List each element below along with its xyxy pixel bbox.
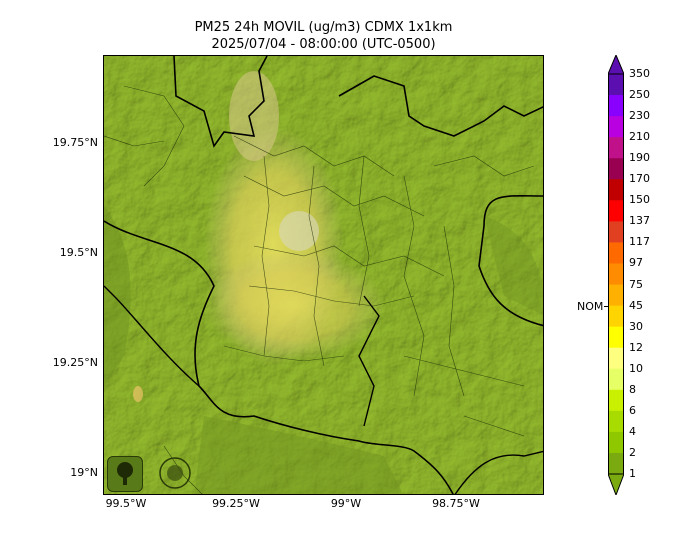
colorbar-tick-label: 8 bbox=[629, 382, 636, 396]
colorbar-tick-label: 2 bbox=[629, 445, 636, 459]
colorbar-segment bbox=[608, 242, 624, 264]
colorbar-segment bbox=[608, 221, 624, 243]
lon-tick-label: 98.75°W bbox=[432, 497, 480, 510]
colorbar-segment bbox=[608, 431, 624, 454]
tree-icon bbox=[117, 462, 133, 485]
colorbar-tick-label: 210 bbox=[629, 130, 650, 144]
colorbar-tick-label: 350 bbox=[629, 67, 650, 80]
lon-tick-label: 99.5°W bbox=[105, 497, 147, 510]
lat-tick-label: 19.25°N bbox=[52, 356, 98, 369]
colorbar-tick-label: 45 bbox=[629, 298, 643, 312]
lon-tick-label: 99.25°W bbox=[212, 497, 260, 510]
colorbar-tick-label: 230 bbox=[629, 109, 650, 123]
colorbar-segment bbox=[608, 389, 624, 412]
colorbar-segment bbox=[608, 137, 624, 159]
colorbar-tick-label: 117 bbox=[629, 235, 650, 249]
colorbar-segment bbox=[608, 179, 624, 201]
map-canvas bbox=[104, 56, 543, 494]
colorbar-tick-label: 4 bbox=[629, 424, 636, 438]
colorbar-tick-label: 12 bbox=[629, 340, 643, 354]
nom-reference-tick bbox=[604, 306, 609, 307]
colorbar-segment bbox=[608, 347, 624, 370]
colorbar-tick-label: 1 bbox=[629, 467, 636, 480]
seal-icon bbox=[159, 457, 191, 489]
map-subtitle: 2025/07/04 - 08:00:00 (UTC-0500) bbox=[211, 37, 436, 52]
colorbar-segment bbox=[608, 368, 624, 391]
municipal-boundaries bbox=[104, 85, 535, 494]
government-seal-logo bbox=[157, 456, 193, 490]
lat-tick-label: 19°N bbox=[70, 466, 98, 479]
colorbar-tick-label: 190 bbox=[629, 151, 650, 165]
colorbar-segment bbox=[608, 305, 624, 328]
colorbar-tick-label: 150 bbox=[629, 193, 650, 207]
colorbar-tick-label: 6 bbox=[629, 403, 636, 417]
colorbar-segment bbox=[608, 452, 624, 475]
colorbar-extend-top bbox=[608, 55, 624, 75]
sedema-logo bbox=[107, 456, 143, 492]
state-boundaries bbox=[104, 56, 543, 494]
colorbar bbox=[608, 55, 624, 495]
colorbar-segment bbox=[608, 200, 624, 222]
colorbar-segment bbox=[608, 284, 624, 307]
colorbar-tick-label: 250 bbox=[629, 88, 650, 102]
lat-tick-label: 19.75°N bbox=[52, 136, 98, 149]
colorbar-tick-label: 97 bbox=[629, 256, 643, 270]
colorbar-segment bbox=[608, 263, 624, 286]
colorbar-segment bbox=[608, 410, 624, 433]
colorbar-tick-label: 10 bbox=[629, 361, 643, 375]
colorbar-segment bbox=[608, 116, 624, 138]
colorbar-tick-label: 75 bbox=[629, 277, 643, 291]
lon-tick-label: 99°W bbox=[330, 497, 362, 510]
nom-reference-label: NOM bbox=[577, 300, 604, 313]
lat-tick-label: 19.5°N bbox=[59, 246, 98, 259]
colorbar-segment bbox=[608, 326, 624, 349]
colorbar-extend-bottom bbox=[608, 473, 624, 495]
colorbar-segment bbox=[608, 74, 624, 96]
colorbar-tick-label: 137 bbox=[629, 214, 650, 228]
colorbar-segment bbox=[608, 158, 624, 180]
colorbar-segment bbox=[608, 95, 624, 117]
colorbar-tick-label: 170 bbox=[629, 172, 650, 186]
colorbar-tick-label: 30 bbox=[629, 319, 643, 333]
pm25-map bbox=[103, 55, 544, 495]
map-title: PM25 24h MOVIL (ug/m3) CDMX 1x1km bbox=[194, 20, 453, 35]
